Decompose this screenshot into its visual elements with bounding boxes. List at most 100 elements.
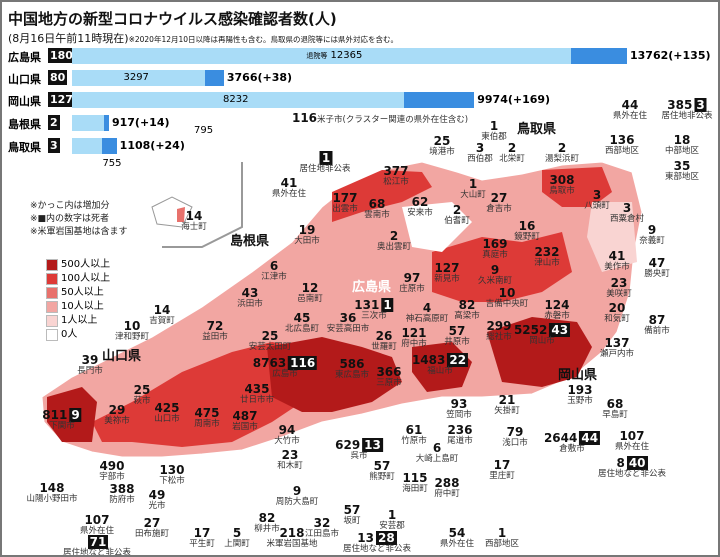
inset-border — [162, 162, 243, 248]
case-count: 487 — [232, 409, 258, 423]
case-count: 82 — [258, 511, 276, 525]
municipality-label: 27 倉吉市 — [486, 192, 512, 214]
case-count: 193 — [567, 383, 593, 397]
case-count: 21 — [498, 393, 516, 407]
municipality-name: 西粟倉村 — [609, 214, 645, 224]
municipality-name: 和気町 — [604, 314, 630, 324]
bar-row: 広島県 180 退院等 12365 13762(+135) — [8, 48, 718, 64]
municipality-label: 6 江津市 — [261, 260, 287, 282]
municipality-name: 湯梨浜町 — [544, 154, 580, 164]
municipality-name: 東広島市 — [334, 370, 370, 380]
municipality-label: 47 勝央町 — [644, 257, 670, 279]
municipality-name: 高梁市 — [454, 311, 480, 321]
municipality-label: 82 柳井市 — [254, 512, 280, 534]
case-count: 68 — [368, 197, 386, 211]
municipality-label: 1 居住地非公表 — [299, 151, 351, 174]
municipality-name: 西部地区 — [604, 146, 640, 156]
legend-label: 50人以上 — [61, 287, 104, 298]
municipality-name: 上関町 — [224, 539, 250, 549]
case-count: 124 — [544, 298, 570, 312]
footnote: ※2020年12月10日以降は再陽性も含む。鳥取県の退院等には県外対応を含む。 — [128, 35, 399, 44]
recovered-value: 退院等 12365 — [306, 50, 363, 61]
case-count: 12 — [301, 281, 319, 295]
municipality-name: 防府市 — [109, 495, 135, 505]
municipality-name: 北広島町 — [284, 324, 320, 334]
case-count: 2 — [389, 229, 399, 243]
case-count: 6 — [269, 259, 279, 273]
case-count: 9 — [292, 484, 302, 498]
municipality-name: 勝央町 — [644, 269, 670, 279]
total-value: 917(+14) — [111, 116, 170, 129]
case-count: 107 — [84, 513, 110, 527]
case-count: 71 — [63, 535, 131, 549]
municipality-name: 県外在住 — [612, 111, 648, 121]
municipality-name: 鳥取市 — [549, 186, 575, 196]
municipality-label: 9 久米南町 — [478, 264, 512, 286]
municipality-name: 八頭町 — [584, 201, 610, 211]
region-100-tottori — [542, 167, 612, 207]
municipality-name: 玉野市 — [567, 396, 593, 406]
deaths-badge: 22 — [447, 353, 469, 367]
municipality-label: 16 鏡野町 — [514, 220, 540, 242]
municipality-label: 130 下松市 — [159, 464, 185, 486]
municipality-label: 107 県外在住 — [615, 430, 649, 452]
municipality-label: 1483 22 福山市 — [412, 353, 469, 376]
case-count: 3 — [622, 201, 632, 215]
municipality-name: 居住地非公表 — [661, 111, 713, 121]
ama-town — [177, 207, 185, 222]
case-count: 23 — [281, 448, 299, 462]
municipality-name: 美作市 — [604, 262, 630, 272]
case-count: 236 — [447, 423, 473, 437]
legend-item: 100人以上 — [46, 272, 110, 286]
recovered-value: 8232 — [222, 94, 249, 105]
municipality-name: 鏡野町 — [514, 232, 540, 242]
case-count: 25 — [133, 383, 151, 397]
case-count: 35 — [673, 159, 691, 173]
municipality-label: 377 松江市 — [383, 165, 409, 187]
municipality-name: 津和野町 — [114, 332, 150, 342]
municipality-name: 福山市 — [427, 366, 453, 376]
municipality-label: 366 三原市 — [376, 366, 402, 388]
case-count: 2644 44 — [543, 431, 601, 445]
municipality-name: 安芸太田町 — [248, 342, 292, 352]
municipality-label: 35 東部地区 — [665, 160, 699, 182]
municipality-label: 12 邑南町 — [297, 282, 323, 304]
municipality-name: 長門市 — [77, 366, 103, 376]
case-count: 131 1 — [354, 298, 394, 312]
municipality-label: 61 竹原市 — [401, 424, 427, 446]
deaths-badge: 2 — [48, 115, 60, 130]
municipality-name: 東部地区 — [664, 172, 700, 182]
case-count: 1 — [497, 526, 507, 540]
case-count: 308 — [549, 173, 575, 187]
case-count: 148 — [39, 481, 65, 495]
recovered-bar — [72, 138, 103, 154]
municipality-name: 周防大島町 — [275, 497, 319, 507]
municipality-label: 121 府中市 — [401, 327, 427, 349]
recovered-value: 755 — [102, 158, 122, 169]
municipality-label: 57 井原市 — [444, 325, 470, 347]
municipality-name: 境港市 — [429, 147, 455, 157]
municipality-label: 41 美作市 — [604, 250, 630, 272]
municipality-label: 23 美咲町 — [606, 277, 632, 299]
case-count: 87 — [648, 313, 666, 327]
case-count: 136 — [609, 133, 635, 147]
municipality-label: 39 長門市 — [77, 354, 103, 376]
municipality-label: 131 1 三次市 — [354, 298, 394, 321]
municipality-label: 54 県外在住 — [440, 527, 474, 549]
case-count: 62 — [411, 195, 429, 209]
case-count: 115 — [402, 471, 428, 485]
case-count: 10 — [498, 286, 516, 300]
case-count: 232 — [534, 245, 560, 259]
region-1-east — [587, 202, 637, 272]
municipality-label: 68 雲南市 — [364, 198, 390, 220]
bar-row: 岡山県 127 8232 9974(+169) — [8, 92, 718, 108]
legend-label: 10人以上 — [61, 301, 104, 312]
municipality-name: 米軍岩国基地 — [266, 539, 318, 549]
case-count: 9 — [647, 223, 657, 237]
legend-item: 10人以上 — [46, 300, 110, 314]
municipality-name: 三次市 — [361, 311, 387, 321]
municipality-name: 県外在住 — [614, 442, 650, 452]
municipality-label: 57 坂町 — [343, 504, 360, 526]
recovered-value: 3297 — [123, 72, 149, 83]
